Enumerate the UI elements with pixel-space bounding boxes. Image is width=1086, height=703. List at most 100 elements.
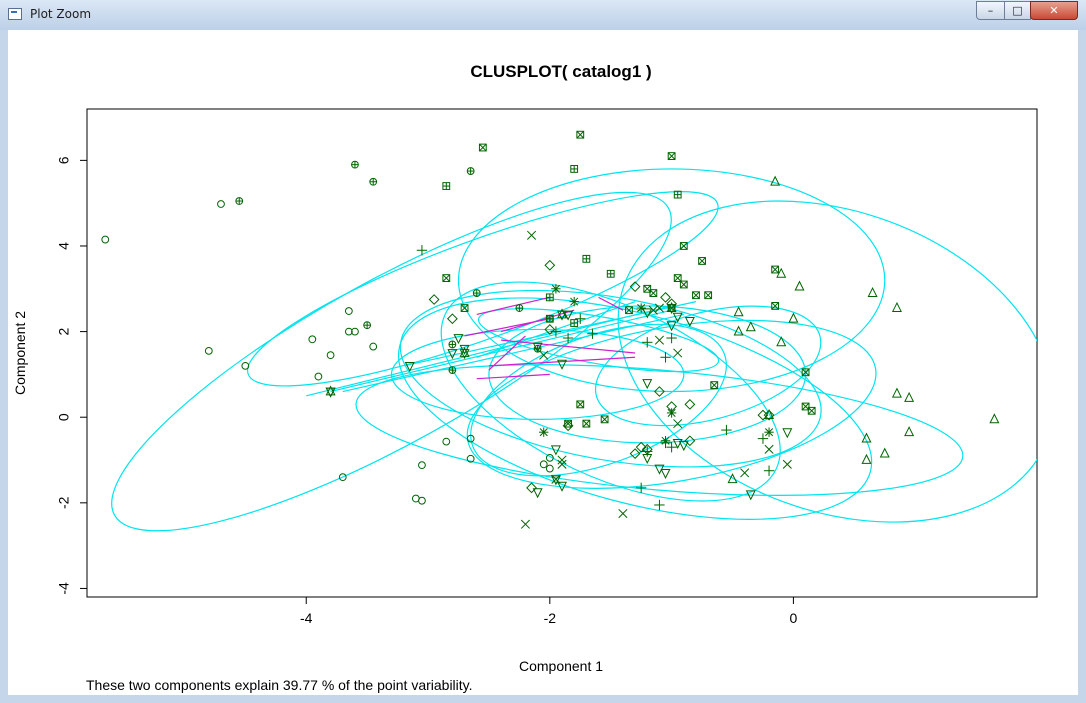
data-point [539,460,548,469]
data-point [782,428,793,439]
data-point [618,508,628,519]
data-point [770,175,781,186]
data-point [515,304,524,312]
data-point [654,335,664,345]
data-point [764,444,774,454]
data-point [891,301,902,312]
data-point [556,359,568,370]
data-point [466,434,475,443]
data-point [466,454,475,463]
y-tick-label: 0 [56,413,72,421]
minimize-icon: – [987,4,994,17]
data-point [351,160,359,169]
data-point [418,496,426,505]
data-point [308,335,317,344]
data-point [745,490,756,501]
data-point [745,321,756,332]
data-point [418,461,426,470]
x-tick-label: -2 [544,610,557,626]
data-point [520,519,531,529]
close-button[interactable]: ✕ [1030,1,1078,20]
data-point [556,308,568,321]
x-tick-label: 0 [790,610,798,626]
data-point [698,257,706,265]
data-point [544,259,556,271]
data-point [673,419,683,429]
data-point [904,426,915,437]
data-point [635,441,647,453]
data-point [794,280,805,291]
data-point [570,165,579,173]
data-point [710,381,719,390]
window-title: Plot Zoom [30,7,92,21]
data-point [861,432,872,443]
data-point [654,499,665,511]
data-point [678,441,689,452]
maximize-icon: □ [1012,4,1023,17]
data-point [442,182,451,190]
window-titlebar[interactable]: Plot Zoom – □ ✕ [0,0,1086,30]
data-point [989,413,1000,424]
data-point [672,438,683,450]
data-point [550,475,561,486]
data-point [764,427,774,437]
data-point [551,474,561,484]
data-point [532,488,543,499]
data-point [563,310,574,321]
cluster-ellipse [470,323,727,477]
data-point [556,481,568,492]
data-point [904,391,915,402]
y-tick-label: 4 [56,242,72,250]
data-point [551,284,561,294]
data-point [544,324,556,335]
y-tick-label: -2 [56,496,72,509]
cluster-ellipse [111,191,672,532]
data-point [727,473,738,484]
cluster-segment [476,296,550,316]
data-point [635,482,647,494]
clusplot-chart: CLUSPLOT( catalog1 ) -4 -2 0 -4 -2 0 2 4 6 Compo… [12,62,1038,693]
data-point [861,453,872,464]
data-point [771,302,780,310]
cluster-segment [488,356,636,367]
minimize-button[interactable]: – [976,1,1005,20]
y-tick-label: -4 [56,582,72,595]
cluster-ellipse [247,191,719,387]
data-point [442,274,451,282]
data-point [606,269,615,278]
data-point [241,361,250,370]
data-point [642,337,653,348]
data-point [338,473,347,482]
data-point [629,448,641,460]
data-point [776,267,787,278]
data-point [666,408,677,418]
data-point [600,415,609,424]
data-point [684,435,696,447]
data-point [545,293,554,302]
data-point [453,334,464,345]
data-point [757,433,769,444]
data-point [526,482,537,494]
data-point [867,286,878,297]
data-point [369,342,378,351]
data-point [369,177,378,186]
data-point [472,289,481,297]
data-point [684,316,695,328]
data-point [564,419,572,428]
data-point [351,327,359,336]
data-point [673,190,682,199]
data-point [740,468,750,478]
data-point [673,348,683,358]
y-tick-label: 6 [56,156,72,164]
data-point [582,254,591,263]
data-point [545,314,554,323]
data-point [660,436,671,446]
data-point [679,242,688,250]
data-point [666,321,677,332]
y-axis-label: Component 2 [12,311,28,395]
data-point [526,230,537,240]
data-point [801,368,810,377]
maximize-button[interactable]: □ [1004,1,1031,20]
data-point [667,152,676,160]
data-point [532,342,543,353]
